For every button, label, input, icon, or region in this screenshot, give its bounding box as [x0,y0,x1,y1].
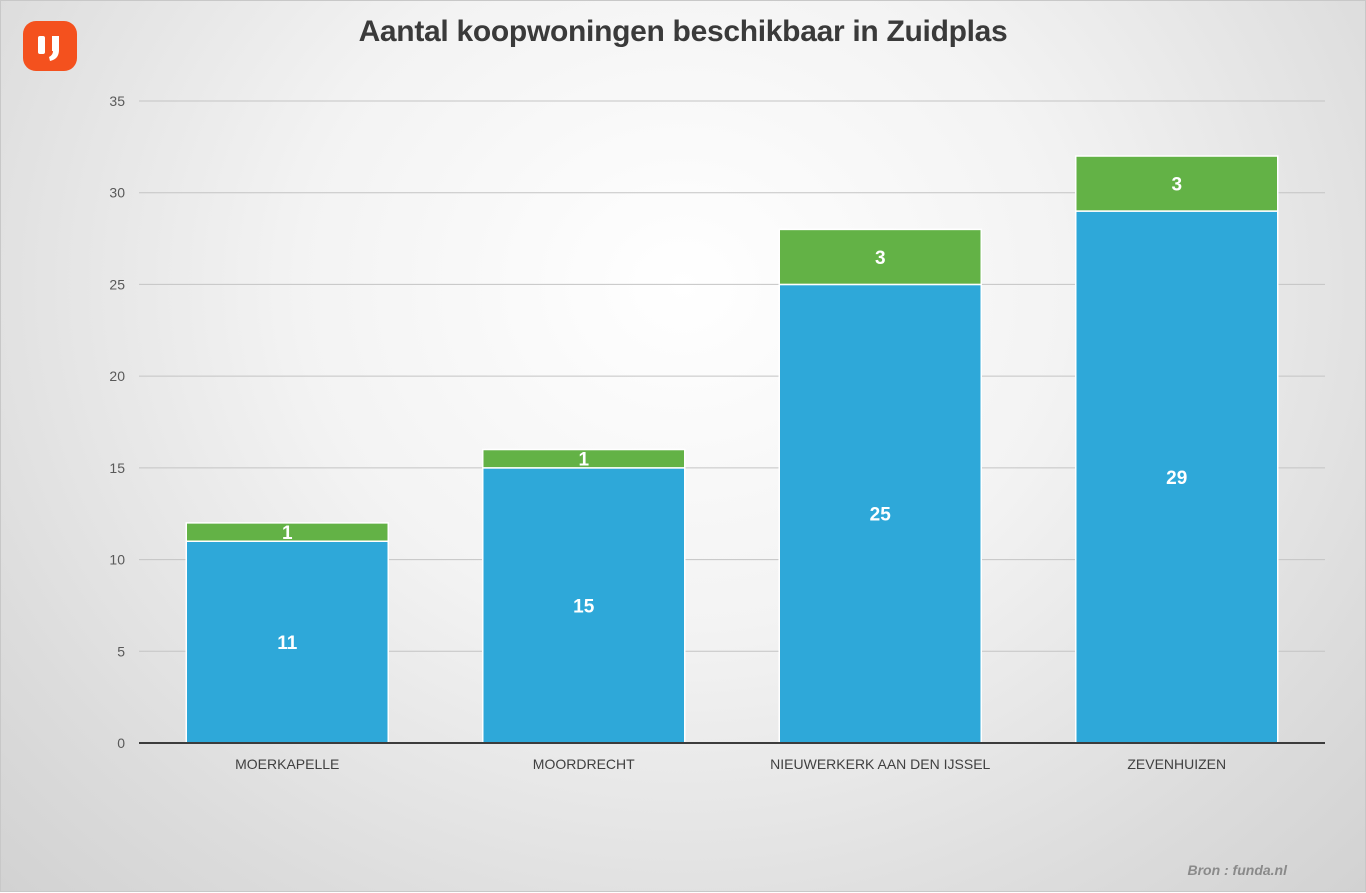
bar-segment [1075,210,1279,744]
data-label: 29 [1166,468,1187,489]
y-tick-label: 5 [117,643,125,659]
funda-logo-icon [23,21,77,71]
chart-title: Aantal koopwoningen beschikbaar in Zuidp… [358,15,1008,48]
bar-segment [185,540,389,744]
x-tick-label: MOORDRECHT [533,756,635,772]
bar-segment [185,522,389,542]
data-label: 3 [1171,175,1182,196]
data-label: 3 [875,248,886,269]
bar-segment [1075,155,1279,212]
y-tick-label: 10 [109,552,125,568]
y-tick-label: 25 [109,276,125,292]
source-note: Bron : funda.nl [1187,862,1287,878]
y-tick-label: 30 [109,185,125,201]
y-tick-label: 0 [117,735,125,751]
bar-segment [778,228,982,286]
y-tick-label: 15 [109,460,125,476]
data-label: 15 [573,596,595,617]
y-tick-label: 35 [109,93,125,109]
data-label: 25 [870,505,892,526]
bar-segment [482,467,686,744]
data-label: 1 [578,450,589,471]
x-tick-label: MOERKAPELLE [235,756,339,772]
bar-segment [482,448,686,469]
funda-logo-glyph [38,36,59,61]
x-tick-label: ZEVENHUIZEN [1127,756,1226,772]
data-label: 1 [282,523,293,544]
bar-segment [778,283,982,744]
y-tick-label: 20 [109,368,125,384]
data-label: 11 [277,633,298,654]
x-tick-label: NIEUWERKERK AAN DEN IJSSEL [770,756,990,772]
